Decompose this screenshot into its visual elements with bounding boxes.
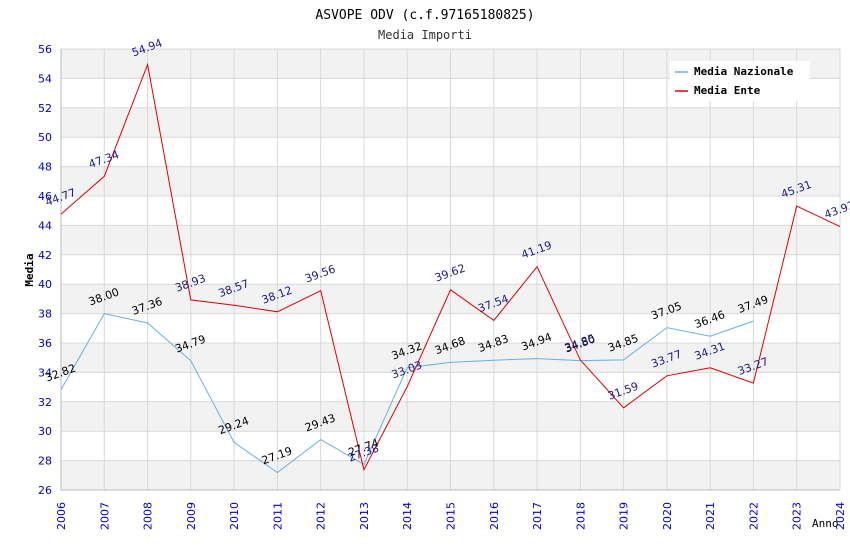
x-axis-ticks: 2006 2007 2008 2009 2010 2011 2012 2013 2014 2015… <box>55 502 847 530</box>
x-tick-label: 2016 <box>488 502 501 530</box>
series-line-media-nazionale <box>60 313 754 474</box>
y-tick-label: 52 <box>38 102 52 115</box>
series-lines <box>60 62 841 474</box>
y-axis-ticks: 26 28 30 32 34 36 38 40 42 44 46 48 50 52 54 56 <box>38 43 52 497</box>
y-tick-label: 30 <box>38 425 52 438</box>
y-tick-label: 48 <box>38 161 52 174</box>
x-axis-label: Anno <box>812 517 839 530</box>
x-tick-label: 2017 <box>531 502 544 530</box>
x-tick-label: 2008 <box>142 502 155 530</box>
x-tick-label: 2022 <box>747 502 760 530</box>
x-tick-label: 2006 <box>55 502 68 530</box>
legend-label-media-nazionale: Media Nazionale <box>694 65 794 78</box>
y-tick-label: 36 <box>38 337 52 350</box>
x-tick-label: 2024 <box>834 502 847 530</box>
y-tick-label: 54 <box>38 72 52 85</box>
y-tick-label: 46 <box>38 190 52 203</box>
x-tick-label: 2019 <box>618 502 631 530</box>
y-tick-label: 56 <box>38 43 52 56</box>
y-tick-label: 34 <box>38 366 52 379</box>
y-tick-label: 38 <box>38 308 52 321</box>
y-axis-label: Media <box>23 253 36 286</box>
x-tick-label: 2011 <box>271 502 284 530</box>
x-tick-label: 2021 <box>704 502 717 530</box>
x-tick-label: 2015 <box>445 502 458 530</box>
y-tick-label: 44 <box>38 219 52 232</box>
y-tick-label: 50 <box>38 131 52 144</box>
series-line-media-ente <box>60 62 841 472</box>
y-tick-label: 26 <box>38 484 52 497</box>
x-tick-label: 2020 <box>661 502 674 530</box>
legend-label-media-ente: Media Ente <box>694 84 761 97</box>
chart-subtitle: Media Importi <box>378 28 472 42</box>
x-tick-label: 2013 <box>358 502 371 530</box>
x-tick-label: 2009 <box>185 502 198 530</box>
x-tick-label: 2014 <box>401 502 414 530</box>
x-tick-label: 2007 <box>98 502 111 530</box>
x-tick-label: 2012 <box>315 502 328 530</box>
x-tick-label: 2018 <box>574 502 587 530</box>
y-tick-label: 42 <box>38 249 52 262</box>
x-tick-label: 2010 <box>228 502 241 530</box>
y-tick-label: 40 <box>38 278 52 291</box>
x-tick-label: 2023 <box>791 502 804 530</box>
y-tick-label: 32 <box>38 396 52 409</box>
legend: Media Nazionale Media Ente <box>670 61 810 101</box>
data-label-media-ente: 43.92 <box>823 198 850 221</box>
chart-title: ASVOPE ODV (c.f.97165180825) <box>315 8 534 23</box>
y-tick-label: 28 <box>38 455 52 468</box>
legend-box <box>670 61 810 101</box>
